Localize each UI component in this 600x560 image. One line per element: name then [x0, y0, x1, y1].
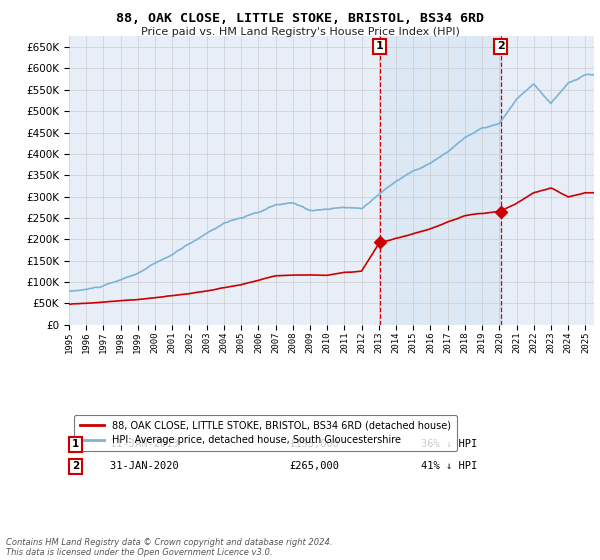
Text: 88, OAK CLOSE, LITTLE STOKE, BRISTOL, BS34 6RD: 88, OAK CLOSE, LITTLE STOKE, BRISTOL, BS… [116, 12, 484, 25]
Text: 2: 2 [71, 461, 79, 471]
Text: Contains HM Land Registry data © Crown copyright and database right 2024.
This d: Contains HM Land Registry data © Crown c… [6, 538, 332, 557]
Text: £265,000: £265,000 [290, 461, 340, 471]
Bar [380, 36, 501, 325]
Text: 1: 1 [376, 41, 383, 52]
Text: 11-JAN-2013: 11-JAN-2013 [85, 440, 179, 450]
Text: Price paid vs. HM Land Registry's House Price Index (HPI): Price paid vs. HM Land Registry's House … [140, 27, 460, 37]
Text: 31-JAN-2020: 31-JAN-2020 [85, 461, 179, 471]
Text: 36% ↓ HPI: 36% ↓ HPI [421, 440, 477, 450]
Text: 41% ↓ HPI: 41% ↓ HPI [421, 461, 477, 471]
Legend: 88, OAK CLOSE, LITTLE STOKE, BRISTOL, BS34 6RD (detached house), HPI: Average pr: 88, OAK CLOSE, LITTLE STOKE, BRISTOL, BS… [74, 415, 457, 451]
Text: 1: 1 [71, 440, 79, 450]
Text: 2: 2 [497, 41, 505, 52]
Text: £193,000: £193,000 [290, 440, 340, 450]
